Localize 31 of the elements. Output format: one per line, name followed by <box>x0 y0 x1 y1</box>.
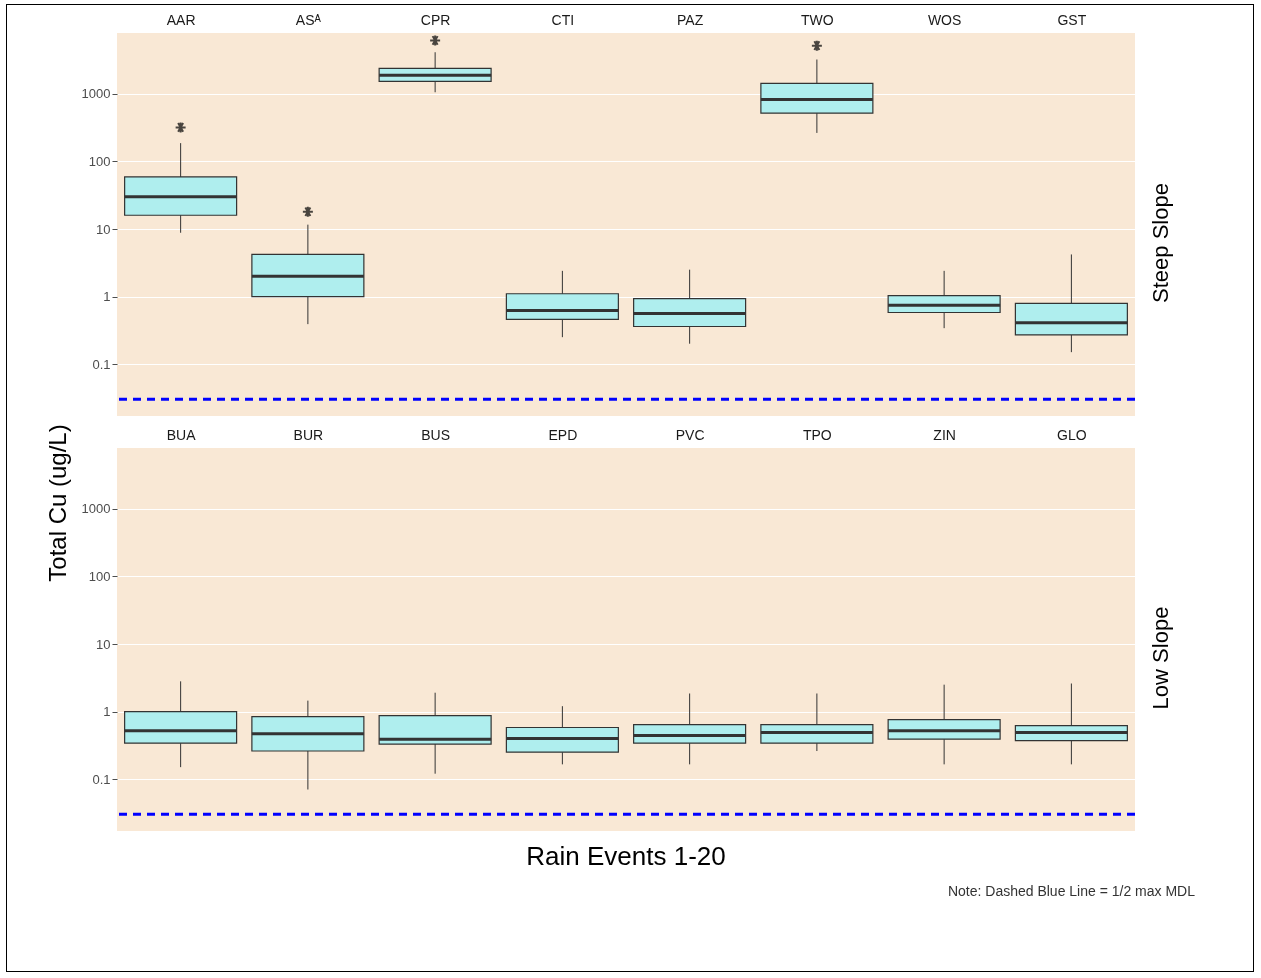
y-tick-label: 1000 <box>81 86 111 102</box>
x-tick-label: EPD <box>548 426 578 443</box>
x-tick-label: TPO <box>802 426 832 443</box>
x-tick-label: BUA <box>166 426 197 443</box>
x-tick-label: BUR <box>293 426 324 443</box>
x-tick-label: ZIN <box>933 426 956 443</box>
x-tick-label: AAR <box>166 11 196 28</box>
y-tick-label: 0.1 <box>92 356 111 372</box>
y-tick-label: 10 <box>96 221 111 237</box>
x-tick-label: BUS <box>421 426 451 443</box>
x-tick-label: ASᴬ <box>295 11 322 28</box>
y-tick-label: 100 <box>88 568 111 584</box>
y-tick-label: 1 <box>103 704 111 720</box>
y2-axis-title: Steep Slope <box>1148 183 1173 303</box>
x-axis-title: Rain Events 1-20 <box>526 841 726 871</box>
x-tick-label: CPR <box>420 11 451 28</box>
y-tick-label: 10 <box>96 636 111 652</box>
y2-axis-title: Low Slope <box>1148 606 1173 710</box>
x-tick-label: PAZ <box>677 11 704 28</box>
x-tick-label: CTI <box>551 11 575 28</box>
x-tick-label: TWO <box>801 11 834 28</box>
y-tick-label: 100 <box>88 153 111 169</box>
x-tick-label: GLO <box>1057 426 1087 443</box>
y-axis-title: Total Cu (ug/L) <box>44 424 71 582</box>
x-tick-label: PVC <box>675 426 705 443</box>
y-tick-label: 1000 <box>81 501 111 517</box>
text: Note: Dashed Blue Line = 1/2 max MDL <box>947 883 1196 899</box>
y-tick-label: 0.1 <box>92 771 111 787</box>
y-tick-label: 1 <box>103 289 111 305</box>
x-tick-label: GST <box>1057 11 1087 28</box>
x-tick-label: WOS <box>927 11 962 28</box>
